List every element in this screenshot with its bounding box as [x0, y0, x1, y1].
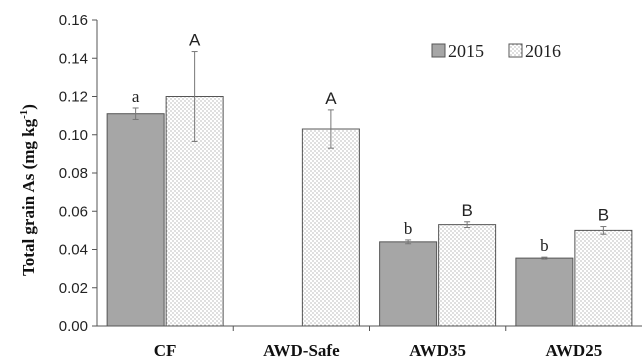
x-category-label: AWD25 [546, 341, 603, 360]
significance-label: B [598, 206, 609, 225]
significance-label: b [404, 219, 413, 238]
legend-label-2015: 2015 [448, 41, 484, 61]
y-tick-label: 0.00 [59, 318, 88, 335]
bar-2015-cf [106, 113, 165, 327]
y-tick-label: 0.04 [59, 242, 88, 259]
bar-2015-awd35 [379, 241, 438, 327]
significance-label: b [540, 236, 549, 255]
x-category-label: CF [154, 341, 177, 360]
legend-swatch-2016 [508, 43, 523, 58]
significance-label: a [132, 87, 140, 106]
y-tick-label: 0.08 [59, 165, 88, 182]
significance-label: B [461, 201, 472, 220]
plot-area: 0.00 0.02 0.04 0.06 0.08 0.10 0.12 0.14 0.16 CF AW… [59, 12, 642, 360]
legend-swatch-2015 [431, 43, 446, 58]
bar-2016-awd25 [574, 229, 633, 327]
significance-label: A [325, 89, 337, 108]
bar-2016-awd35 [438, 224, 497, 327]
y-tick-label: 0.16 [59, 12, 88, 29]
x-category-label: AWD35 [409, 341, 466, 360]
bar-2016-awd-safe [301, 128, 360, 327]
y-tick-label: 0.12 [59, 89, 88, 106]
y-tick-label: 0.02 [59, 280, 88, 297]
bar-2015-awd25 [515, 257, 574, 327]
legend-label-2016: 2016 [525, 41, 561, 61]
y-tick-label: 0.14 [59, 50, 88, 67]
y-tick-label: 0.06 [59, 203, 88, 220]
y-axis-title: Total grain As (mg kg-1) [18, 104, 38, 276]
significance-label: A [189, 31, 201, 50]
x-category-label: AWD-Safe [263, 341, 340, 360]
y-tick-label: 0.10 [59, 127, 88, 144]
